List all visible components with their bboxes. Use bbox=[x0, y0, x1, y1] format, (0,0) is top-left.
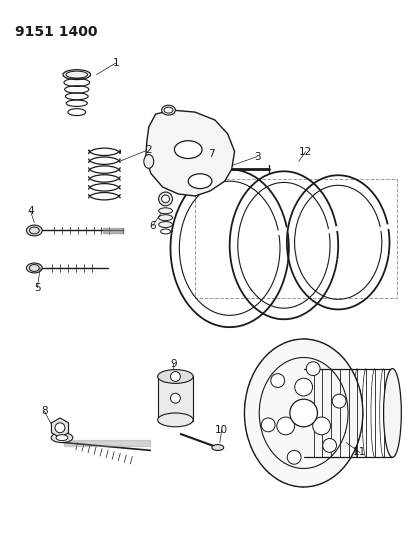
Ellipse shape bbox=[26, 225, 42, 236]
Text: 6: 6 bbox=[150, 221, 156, 231]
Text: 11: 11 bbox=[353, 447, 367, 457]
Circle shape bbox=[295, 378, 312, 396]
Circle shape bbox=[261, 418, 275, 432]
Text: 4: 4 bbox=[27, 206, 34, 216]
Ellipse shape bbox=[159, 222, 173, 228]
Text: 12: 12 bbox=[299, 147, 312, 157]
Ellipse shape bbox=[63, 70, 90, 79]
Text: 9151 1400: 9151 1400 bbox=[15, 25, 97, 39]
Ellipse shape bbox=[159, 208, 173, 214]
Ellipse shape bbox=[56, 435, 68, 441]
Text: 1: 1 bbox=[113, 58, 120, 68]
Ellipse shape bbox=[174, 141, 202, 158]
Text: 8: 8 bbox=[41, 406, 48, 416]
Ellipse shape bbox=[383, 369, 401, 457]
Circle shape bbox=[171, 372, 180, 382]
Ellipse shape bbox=[162, 195, 169, 203]
Text: 7: 7 bbox=[209, 149, 215, 158]
Ellipse shape bbox=[159, 192, 173, 206]
Ellipse shape bbox=[144, 155, 154, 168]
Circle shape bbox=[313, 417, 330, 435]
Text: 2: 2 bbox=[145, 144, 152, 155]
Circle shape bbox=[171, 393, 180, 403]
Ellipse shape bbox=[245, 339, 363, 487]
Ellipse shape bbox=[164, 107, 173, 113]
Circle shape bbox=[290, 399, 317, 427]
Circle shape bbox=[287, 450, 301, 464]
Text: 10: 10 bbox=[215, 425, 229, 435]
Text: 3: 3 bbox=[254, 151, 261, 161]
Ellipse shape bbox=[159, 215, 173, 221]
Polygon shape bbox=[146, 110, 235, 196]
Circle shape bbox=[55, 423, 65, 433]
Circle shape bbox=[306, 362, 320, 376]
Circle shape bbox=[277, 417, 295, 435]
Circle shape bbox=[332, 394, 346, 408]
Ellipse shape bbox=[26, 263, 42, 273]
Bar bbox=[195, 179, 397, 297]
Ellipse shape bbox=[51, 433, 73, 442]
Ellipse shape bbox=[158, 369, 193, 383]
Circle shape bbox=[271, 374, 284, 387]
Circle shape bbox=[323, 439, 337, 453]
Polygon shape bbox=[51, 418, 69, 438]
Text: 9: 9 bbox=[170, 359, 177, 369]
Bar bbox=[158, 376, 193, 421]
Ellipse shape bbox=[188, 174, 212, 189]
Ellipse shape bbox=[212, 445, 224, 450]
Text: 5: 5 bbox=[34, 282, 41, 293]
Ellipse shape bbox=[158, 413, 193, 427]
Ellipse shape bbox=[162, 105, 175, 115]
